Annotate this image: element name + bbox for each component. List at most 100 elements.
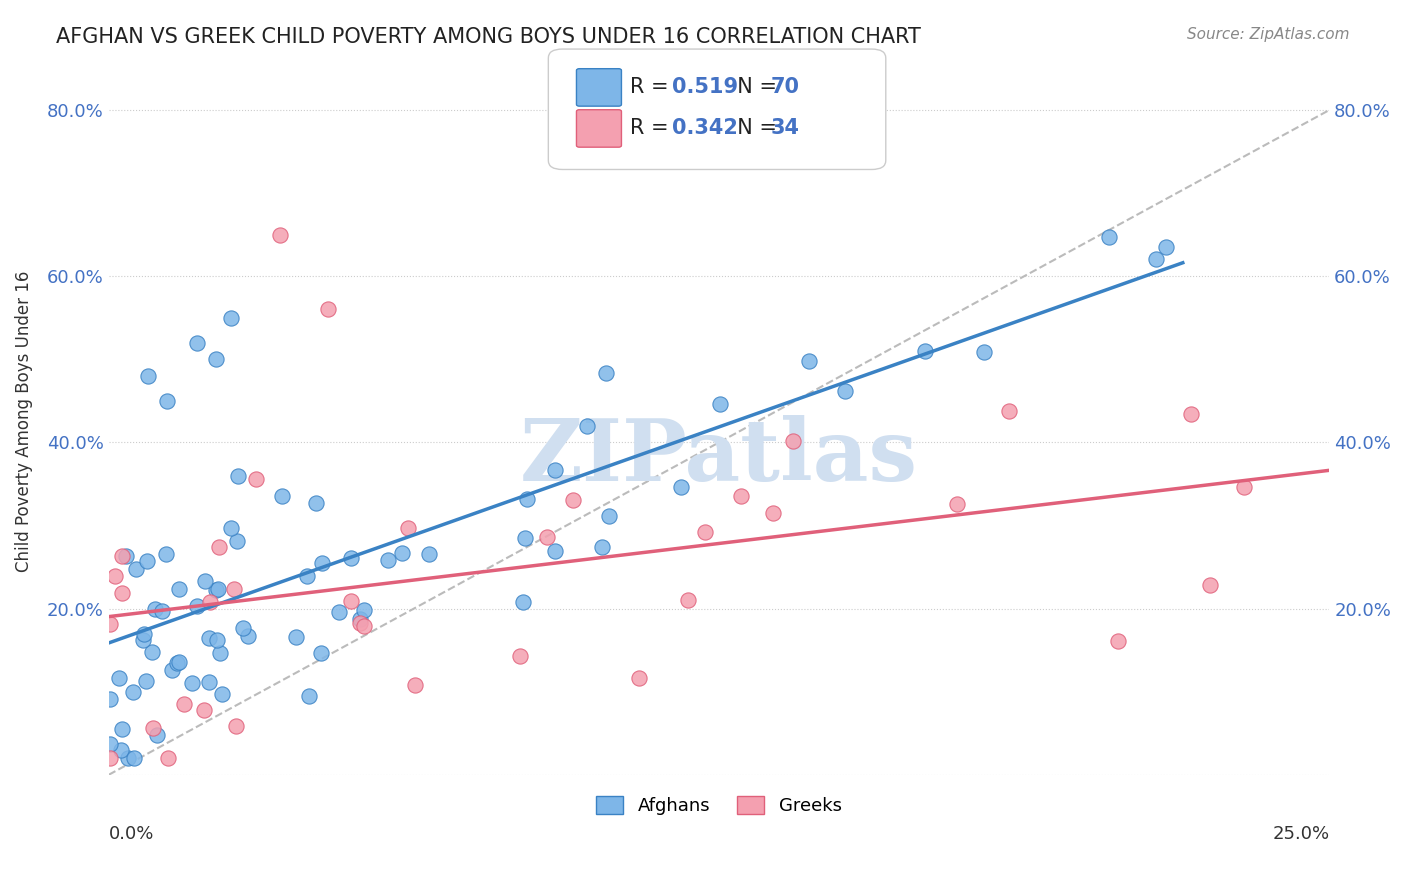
Point [1198, 578, 1220, 592]
Point [194, 574, 217, 589]
Point [205, 352, 228, 367]
Point [205, 583, 228, 598]
Point [146, 728, 169, 742]
Point [156, 751, 179, 765]
Point [142, 721, 165, 735]
Point [238, 629, 260, 643]
Point [997, 404, 1019, 418]
Point [946, 497, 969, 511]
Y-axis label: Child Poverty Among Boys Under 16: Child Poverty Among Boys Under 16 [15, 271, 32, 573]
Point [111, 549, 134, 563]
Point [311, 556, 333, 570]
Point [207, 582, 229, 597]
Point [349, 616, 371, 631]
Point [1154, 240, 1177, 254]
Point [98, 751, 121, 765]
Point [509, 649, 531, 664]
Point [150, 605, 173, 619]
Point [225, 533, 247, 548]
Point [340, 551, 363, 566]
Point [318, 302, 340, 317]
Point [219, 310, 242, 325]
Point [1144, 252, 1167, 266]
Point [730, 489, 752, 503]
Point [709, 397, 731, 411]
Point [1107, 633, 1129, 648]
Point [136, 368, 159, 383]
Point [591, 540, 613, 554]
Point [676, 592, 699, 607]
Point [396, 521, 419, 535]
Point [186, 335, 208, 350]
Point [121, 684, 143, 698]
Point [762, 507, 785, 521]
Point [404, 677, 426, 691]
Point [353, 603, 375, 617]
Text: N =: N = [724, 78, 783, 97]
Point [782, 434, 804, 448]
Point [595, 366, 617, 380]
Point [232, 622, 254, 636]
Point [186, 599, 208, 613]
Point [377, 553, 399, 567]
Point [205, 632, 228, 647]
Point [117, 751, 139, 765]
Point [298, 689, 321, 703]
Text: ZIPatlas: ZIPatlas [520, 415, 918, 499]
Point [512, 595, 534, 609]
Text: 25.0%: 25.0% [1272, 825, 1329, 843]
Point [536, 530, 558, 544]
Point [834, 384, 856, 398]
Point [627, 672, 650, 686]
Point [328, 605, 350, 619]
Text: 70: 70 [770, 78, 800, 97]
Point [222, 582, 245, 596]
Point [914, 343, 936, 358]
Point [544, 544, 567, 558]
Point [111, 723, 134, 737]
Point [353, 619, 375, 633]
Point [304, 496, 326, 510]
Point [269, 227, 291, 242]
Text: 0.342: 0.342 [672, 119, 738, 138]
Point [155, 547, 177, 561]
Point [349, 612, 371, 626]
Point [693, 524, 716, 539]
Point [1233, 480, 1256, 494]
Point [799, 354, 821, 368]
Point [219, 521, 242, 535]
Point [111, 586, 134, 600]
Point [166, 657, 188, 671]
Point [671, 479, 693, 493]
Point [418, 547, 440, 561]
Point [156, 393, 179, 408]
Text: R =: R = [630, 119, 675, 138]
Point [143, 602, 166, 616]
Point [576, 418, 599, 433]
Point [225, 719, 247, 733]
Text: AFGHAN VS GREEK CHILD POVERTY AMONG BOYS UNDER 16 CORRELATION CHART: AFGHAN VS GREEK CHILD POVERTY AMONG BOYS… [56, 27, 921, 46]
Point [134, 627, 156, 641]
Point [110, 743, 132, 757]
Point [1180, 407, 1202, 421]
Point [162, 663, 184, 677]
Point [115, 549, 138, 563]
Text: 0.519: 0.519 [672, 78, 738, 97]
Point [135, 673, 157, 688]
Point [200, 594, 222, 608]
Point [295, 569, 318, 583]
Point [562, 492, 585, 507]
Point [132, 633, 155, 648]
Point [100, 692, 122, 706]
Point [340, 594, 363, 608]
Point [98, 617, 121, 632]
Legend: Afghans, Greeks: Afghans, Greeks [589, 789, 849, 822]
Point [209, 646, 232, 660]
Point [173, 697, 195, 711]
Point [193, 703, 215, 717]
Point [515, 531, 537, 545]
Point [141, 645, 163, 659]
Point [598, 509, 620, 524]
Point [122, 751, 145, 765]
Point [270, 489, 292, 503]
